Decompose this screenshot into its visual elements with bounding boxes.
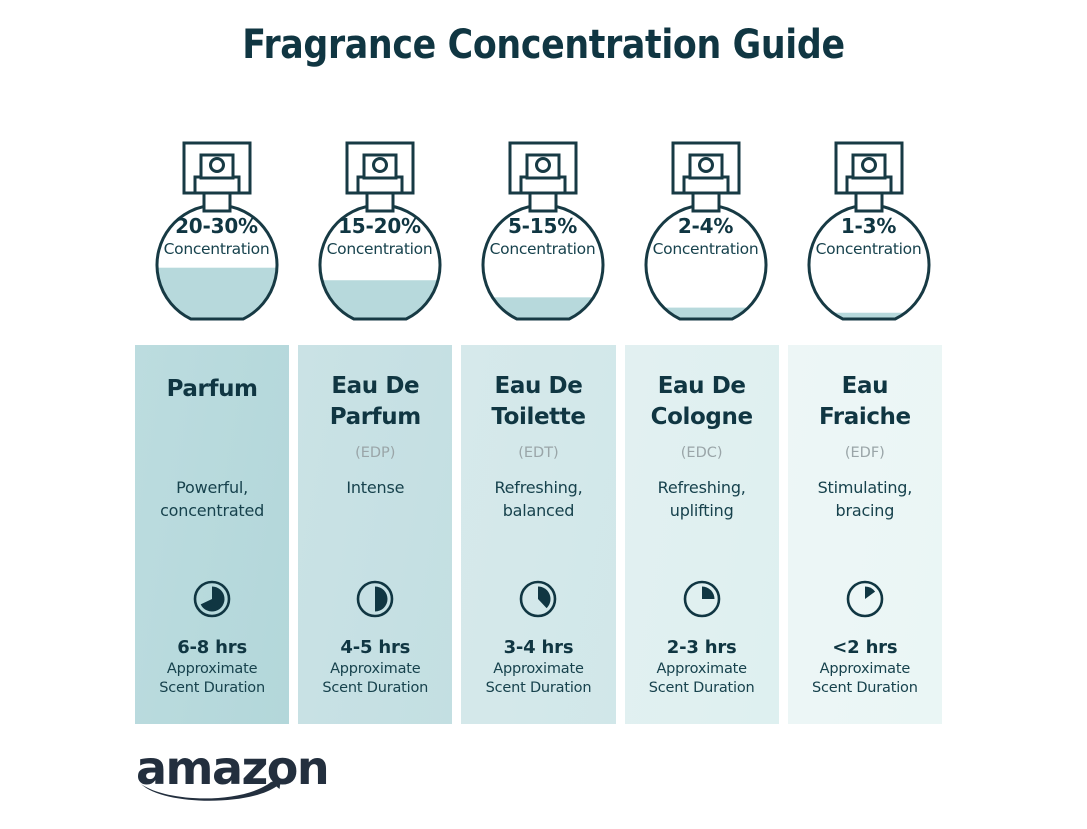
clock-icon	[788, 579, 942, 619]
column-eau-de-parfum[interactable]: Eau De Parfum (EDP) Intense 4-5 hrs Approxima…	[298, 345, 453, 724]
column-parfum[interactable]: Parfum Powerful, concentrated 6-8 hrs Approx…	[135, 345, 290, 724]
bottle-graphic: 5-15% Concentration	[470, 132, 616, 332]
column-title: Parfum	[166, 376, 258, 402]
clock-icon	[461, 579, 615, 619]
clock-svg	[520, 580, 557, 618]
bottle-graphic: 1-3% Concentration	[796, 132, 942, 332]
clock-icon	[298, 579, 452, 619]
amazon-smile-icon	[141, 779, 281, 801]
bottle-svg	[807, 141, 930, 321]
column-duration-value: 6-8 hrs	[177, 637, 247, 658]
column-duration-label: Approximate Scent Duration	[811, 661, 918, 696]
bottle-svg	[644, 141, 767, 321]
bottle-svg	[155, 141, 278, 321]
column-title: Eau De Toilette	[491, 373, 586, 430]
column-abbreviation: (EDF)	[844, 445, 885, 461]
bottle-4: 2-4% Concentration	[624, 132, 787, 337]
column-duration-label: Approximate Scent Duration	[485, 661, 592, 696]
bottle-row: 20-30% Concentration 15-20% Concentration 5-…	[135, 132, 950, 337]
column-duration-value: 2-3 hrs	[666, 637, 737, 658]
column-description: Intense	[346, 478, 405, 497]
amazon-wordmark: amazon	[136, 741, 330, 795]
clock-icon	[135, 579, 289, 619]
column-eau-de-cologne[interactable]: Eau De Cologne (EDC) Refreshing, uplifting 2-…	[624, 345, 779, 724]
bottle-3: 5-15% Concentration	[461, 132, 624, 337]
clock-icon	[625, 579, 779, 619]
column-duration-label: Approximate Scent Duration	[322, 661, 429, 696]
column-description: Refreshing, balanced	[494, 478, 583, 520]
column-duration-label: Approximate Scent Duration	[648, 661, 755, 696]
amazon-logo: amazon	[136, 741, 330, 801]
page-title: Fragrance Concentration Guide	[242, 22, 845, 68]
clock-svg	[683, 580, 720, 618]
column-abbreviation: (EDP)	[355, 445, 396, 461]
column-duration-label: Approximate Scent Duration	[159, 661, 265, 696]
column-duration-value: <2 hrs	[832, 637, 898, 658]
clock-svg	[846, 580, 884, 618]
column-abbreviation: (EDT)	[518, 445, 559, 461]
column-title: Eau De Cologne	[650, 373, 753, 430]
column-description: Stimulating, bracing	[817, 478, 913, 520]
column-eau-de-toilette[interactable]: Eau De Toilette (EDT) Refreshing, balanced 3-…	[461, 345, 616, 724]
bottle-1: 20-30% Concentration	[135, 132, 298, 337]
column-duration-value: 3-4 hrs	[503, 637, 574, 658]
bottle-graphic: 2-4% Concentration	[633, 132, 779, 332]
clock-svg	[193, 580, 231, 618]
bottle-graphic: 15-20% Concentration	[307, 132, 453, 332]
bottle-graphic: 20-30% Concentration	[144, 132, 290, 332]
column-description: Refreshing, uplifting	[657, 478, 746, 520]
column-description: Powerful, concentrated	[160, 478, 265, 520]
column-eau-fraiche[interactable]: Eau Fraiche (EDF) Stimulating, bracing <2 hrs…	[787, 345, 942, 724]
column-title: Eau Fraiche	[818, 373, 911, 430]
bottle-svg	[318, 141, 441, 321]
column-title: Eau De Parfum	[329, 373, 421, 430]
bottle-svg	[481, 141, 604, 321]
column-duration-value: 4-5 hrs	[340, 637, 411, 658]
comparison-columns: Parfum Powerful, concentrated 6-8 hrs Approx…	[135, 345, 950, 724]
bottle-2: 15-20% Concentration	[298, 132, 461, 337]
clock-svg	[356, 580, 394, 618]
bottle-5: 1-3% Concentration	[787, 132, 950, 337]
column-abbreviation: (EDC)	[680, 445, 723, 461]
